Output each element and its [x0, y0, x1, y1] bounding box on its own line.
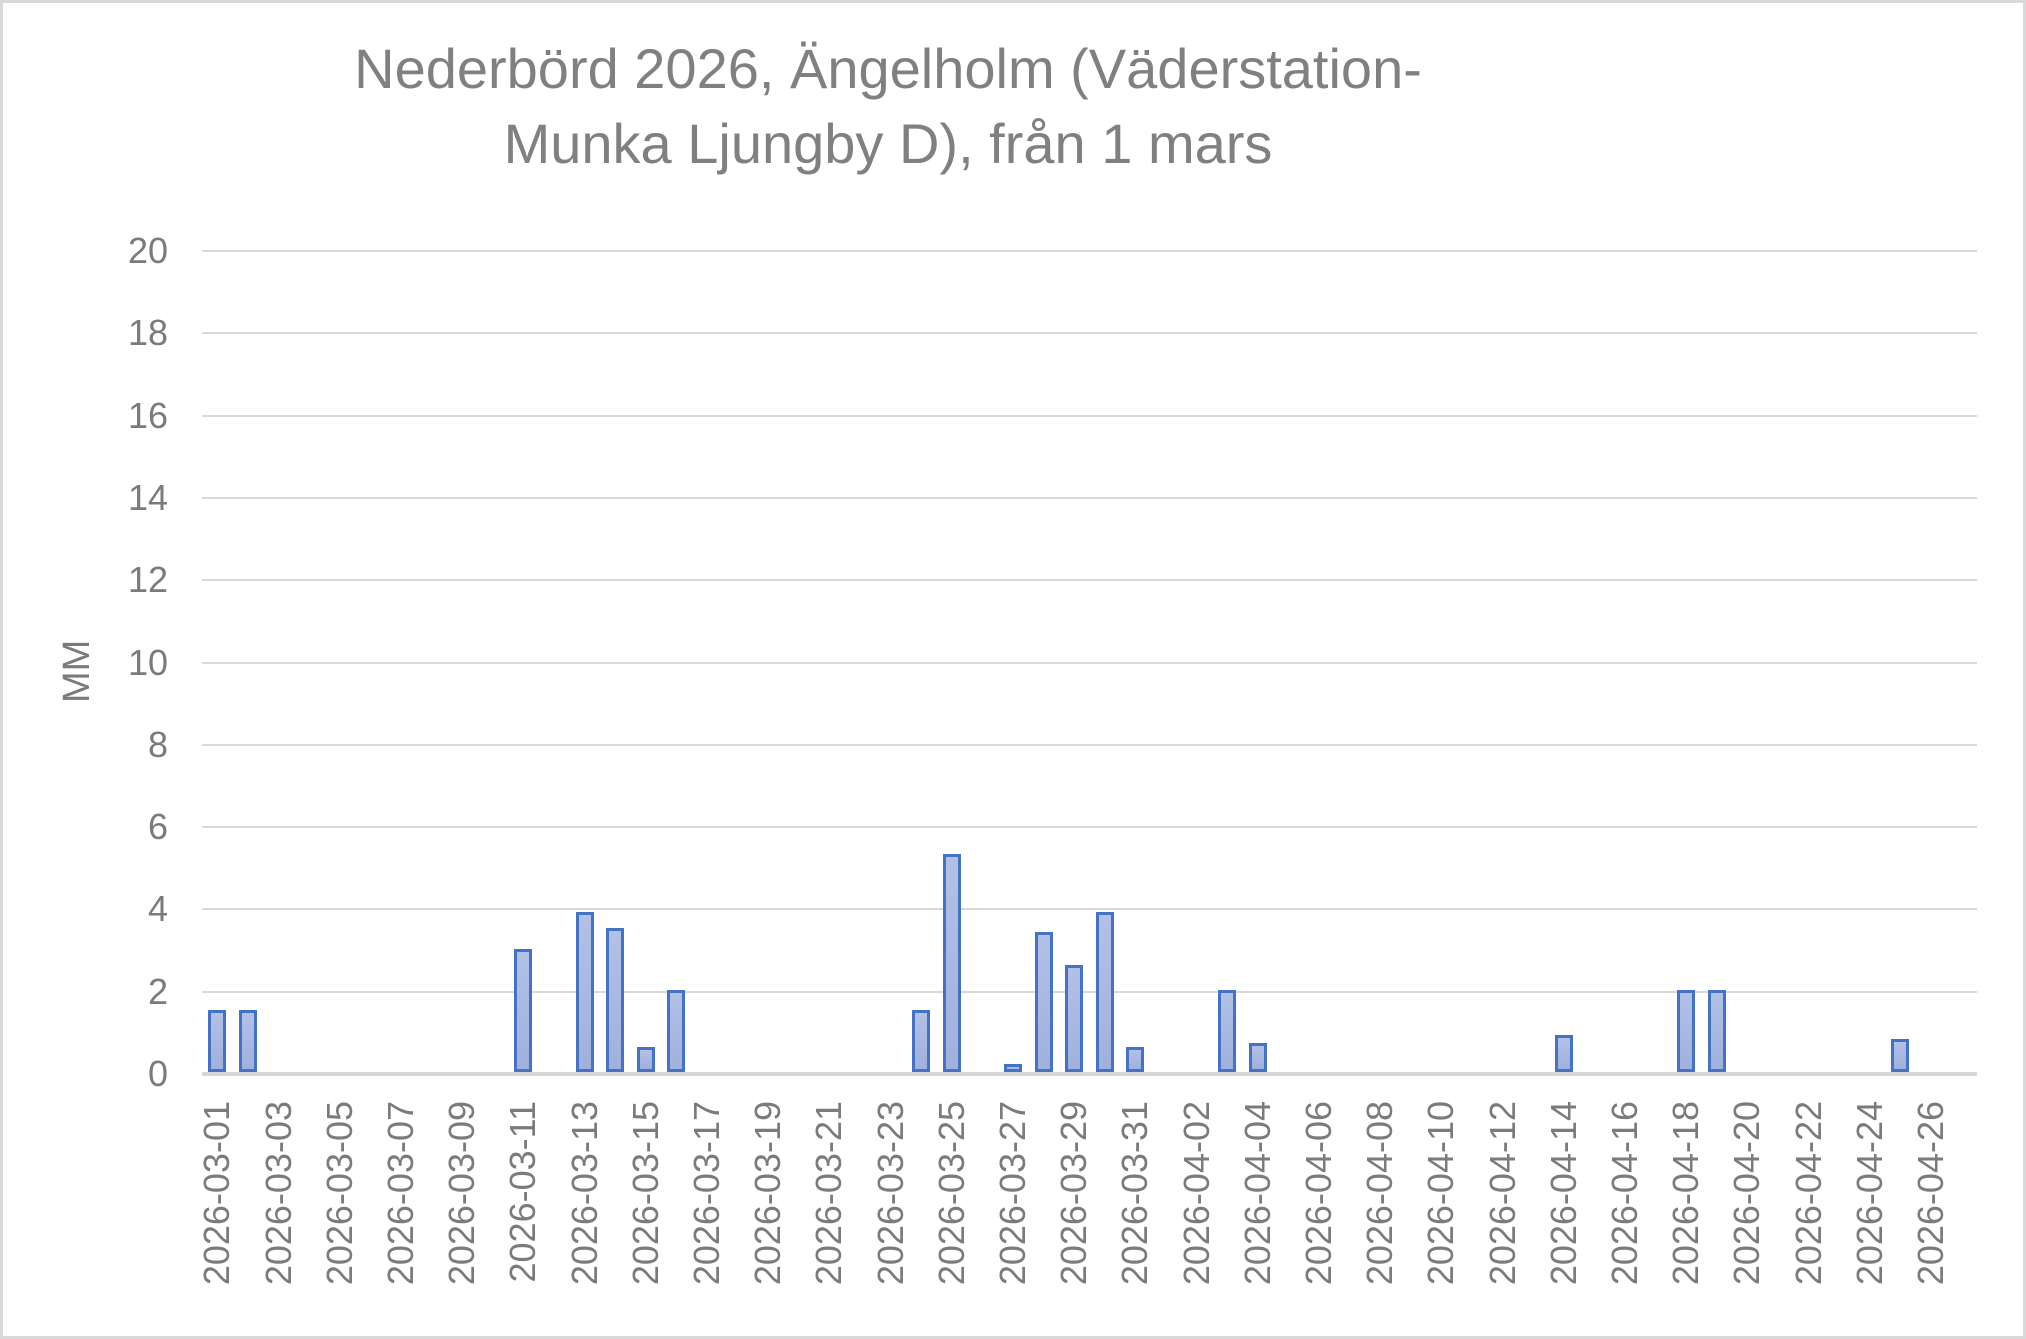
gridline	[202, 414, 1977, 417]
y-tick-label: 10	[127, 641, 168, 683]
bar-2026-04-25	[1891, 1039, 1909, 1072]
x-tick-label: 2026-04-22	[1788, 1101, 1829, 1286]
x-tick-label: 2026-03-25	[931, 1101, 972, 1286]
x-tick-label: 2026-04-04	[1237, 1101, 1278, 1286]
bar-2026-03-25	[943, 854, 961, 1072]
bar-2026-03-31	[1126, 1047, 1144, 1072]
x-tick-label: 2026-04-10	[1420, 1101, 1461, 1286]
y-tick-label: 8	[147, 723, 168, 765]
x-tick-label: 2026-04-02	[1176, 1101, 1217, 1286]
bar-2026-03-27	[1004, 1064, 1022, 1072]
bar-2026-03-11	[514, 949, 532, 1072]
bar-2026-03-14	[606, 928, 624, 1072]
y-tick-label: 0	[147, 1053, 168, 1094]
bar-2026-03-02	[239, 1010, 257, 1072]
x-tick-label: 2026-03-13	[564, 1101, 605, 1286]
x-tick-label: 2026-03-21	[808, 1101, 849, 1286]
gridline	[202, 661, 1977, 664]
gridline	[202, 743, 1977, 746]
gridline	[202, 579, 1977, 582]
x-tick-label: 2026-04-16	[1604, 1101, 1645, 1286]
x-tick-label: 2026-03-05	[319, 1101, 360, 1286]
bar-2026-03-16	[667, 990, 685, 1072]
x-tick-label: 2026-03-03	[258, 1101, 299, 1286]
x-tick-label: 2026-04-24	[1849, 1101, 1890, 1286]
bar-2026-03-30	[1096, 912, 1114, 1072]
gridline	[202, 332, 1977, 335]
x-tick-label: 2026-03-31	[1114, 1101, 1155, 1286]
x-tick-label: 2026-04-20	[1726, 1101, 1767, 1286]
x-tick-label: 2026-03-15	[625, 1101, 666, 1286]
x-axis-line	[202, 1072, 1977, 1076]
bar-2026-04-04	[1249, 1043, 1267, 1072]
gridline	[202, 826, 1977, 829]
y-tick-label: 12	[127, 559, 168, 601]
x-tick-label: 2026-04-06	[1298, 1101, 1339, 1286]
y-tick-label: 4	[147, 888, 168, 930]
x-tick-label: 2026-04-26	[1910, 1101, 1951, 1286]
gridline	[202, 496, 1977, 499]
x-tick-label: 2026-04-18	[1665, 1101, 1706, 1286]
x-tick-label: 2026-03-23	[870, 1101, 911, 1286]
x-tick-label: 2026-04-12	[1482, 1101, 1523, 1286]
bar-2026-04-14	[1555, 1035, 1573, 1072]
x-tick-label: 2026-03-29	[1053, 1101, 1094, 1286]
gridline	[202, 908, 1977, 911]
bar-2026-04-19	[1708, 990, 1726, 1072]
gridline	[202, 250, 1977, 252]
bar-2026-03-28	[1035, 932, 1053, 1072]
x-tick-label: 2026-03-01	[196, 1101, 237, 1286]
x-tick-label: 2026-04-08	[1359, 1101, 1400, 1286]
x-tick-label: 2026-03-09	[441, 1101, 482, 1286]
bar-2026-03-15	[637, 1047, 655, 1072]
chart-title-line-1: Nederbörd 2026, Ängelholm (Väderstation-	[354, 37, 1422, 100]
bar-2026-03-29	[1065, 965, 1083, 1072]
bar-2026-03-01	[208, 1010, 226, 1072]
y-tick-label: 14	[127, 476, 168, 518]
chart-title: Nederbörd 2026, Ängelholm (Väderstation-…	[88, 31, 1688, 181]
x-tick-label: 2026-03-17	[686, 1101, 727, 1286]
bar-2026-04-03	[1218, 990, 1236, 1072]
y-tick-label: 6	[147, 806, 168, 848]
chart-title-line-2: Munka Ljungby D), från 1 mars	[503, 112, 1273, 175]
bar-2026-03-24	[912, 1010, 930, 1072]
gridline	[202, 990, 1977, 993]
x-tick-label: 2026-03-27	[992, 1101, 1033, 1286]
x-tick-label: 2026-03-11	[502, 1101, 543, 1283]
plot-area	[202, 250, 1977, 1076]
y-tick-label: 18	[127, 312, 168, 354]
x-tick-label: 2026-03-07	[380, 1101, 421, 1286]
x-tick-label: 2026-04-14	[1543, 1101, 1584, 1286]
y-tick-label: 2	[147, 970, 168, 1012]
bar-2026-04-18	[1677, 990, 1695, 1072]
y-tick-label: 20	[127, 230, 168, 271]
bar-2026-03-13	[576, 912, 594, 1072]
y-tick-label: 16	[127, 394, 168, 436]
x-tick-label: 2026-03-19	[747, 1101, 788, 1286]
